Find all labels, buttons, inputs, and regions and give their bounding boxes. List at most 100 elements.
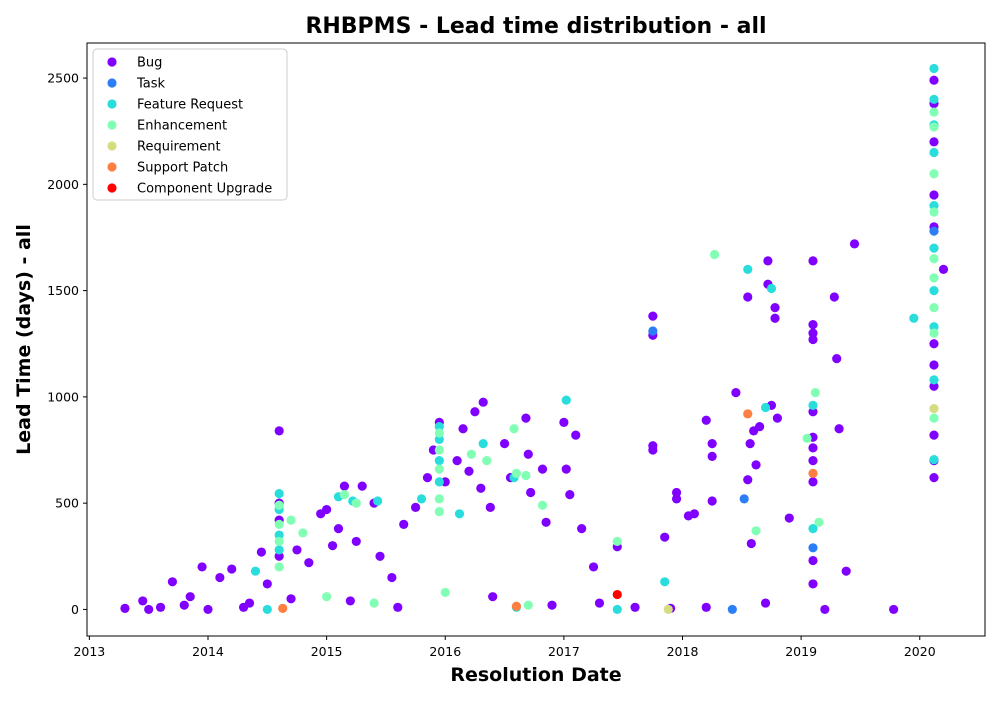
data-point bbox=[743, 292, 753, 302]
data-point bbox=[238, 602, 249, 612]
x-tick-label: 2017 bbox=[548, 644, 580, 659]
data-point bbox=[387, 572, 397, 583]
x-tick-label: 2019 bbox=[785, 644, 817, 659]
data-point bbox=[509, 424, 519, 434]
data-point bbox=[808, 328, 818, 338]
data-point bbox=[772, 413, 783, 423]
data-point bbox=[393, 602, 403, 612]
data-point bbox=[155, 602, 166, 612]
data-point bbox=[810, 388, 820, 398]
data-point bbox=[476, 483, 486, 493]
data-point bbox=[929, 243, 939, 253]
data-point bbox=[286, 594, 296, 604]
plot-frame bbox=[86, 42, 986, 637]
data-point bbox=[938, 264, 949, 274]
data-point bbox=[808, 407, 818, 417]
data-point bbox=[929, 286, 939, 296]
data-point bbox=[763, 256, 773, 266]
data-point bbox=[929, 63, 939, 74]
data-point bbox=[351, 536, 361, 547]
data-point bbox=[707, 496, 717, 506]
data-point bbox=[357, 481, 367, 491]
data-point bbox=[434, 428, 444, 438]
data-point bbox=[929, 273, 939, 283]
legend-label: Requirement bbox=[137, 140, 221, 155]
data-point bbox=[262, 604, 272, 615]
data-point bbox=[660, 577, 670, 587]
y-tick-label: 2000 bbox=[47, 177, 79, 192]
data-point bbox=[434, 477, 444, 487]
data-point bbox=[808, 443, 818, 453]
data-point bbox=[612, 589, 622, 600]
data-point bbox=[458, 424, 468, 434]
data-point bbox=[478, 397, 488, 407]
data-point bbox=[440, 587, 450, 598]
data-point bbox=[167, 577, 178, 587]
data-point bbox=[434, 456, 444, 466]
data-point bbox=[179, 600, 189, 610]
data-point bbox=[345, 596, 355, 606]
data-point bbox=[262, 579, 272, 589]
data-point bbox=[488, 592, 498, 602]
data-point bbox=[660, 532, 670, 542]
data-point bbox=[434, 445, 444, 455]
data-point bbox=[327, 541, 338, 551]
data-point bbox=[829, 292, 839, 302]
data-point bbox=[808, 400, 818, 410]
legend-label: Feature Request bbox=[137, 98, 243, 113]
data-point bbox=[929, 201, 939, 211]
data-point bbox=[929, 360, 939, 370]
data-point bbox=[834, 424, 844, 434]
data-point bbox=[452, 456, 462, 466]
legend-marker bbox=[107, 78, 117, 88]
data-point bbox=[521, 413, 531, 423]
data-point bbox=[144, 604, 154, 615]
data-point bbox=[808, 543, 818, 553]
data-point bbox=[743, 264, 753, 274]
data-point bbox=[760, 402, 771, 413]
data-point bbox=[470, 407, 480, 417]
data-point bbox=[727, 604, 737, 615]
data-point bbox=[464, 466, 474, 476]
data-point bbox=[808, 256, 818, 266]
data-point bbox=[743, 475, 753, 485]
data-point bbox=[929, 226, 939, 236]
data-point bbox=[929, 207, 939, 217]
data-point bbox=[537, 500, 548, 510]
data-point bbox=[929, 375, 939, 385]
data-point bbox=[304, 558, 314, 568]
data-point bbox=[250, 566, 261, 576]
data-point bbox=[298, 528, 308, 538]
data-point bbox=[485, 502, 495, 513]
data-point bbox=[434, 494, 444, 504]
data-point bbox=[274, 551, 284, 561]
data-point bbox=[743, 409, 753, 419]
data-point bbox=[482, 456, 492, 466]
data-point bbox=[784, 513, 794, 523]
data-point bbox=[832, 354, 842, 364]
legend-label: Enhancement bbox=[137, 119, 227, 134]
data-point bbox=[375, 551, 385, 561]
y-tick-label: 0 bbox=[71, 602, 79, 617]
data-point bbox=[466, 449, 476, 459]
x-axis-label: Resolution Date bbox=[450, 664, 621, 686]
data-point bbox=[274, 562, 284, 572]
series-2 bbox=[250, 63, 939, 615]
y-tick-label: 2500 bbox=[47, 71, 79, 86]
series-5 bbox=[278, 409, 818, 613]
data-point bbox=[648, 326, 658, 336]
legend-label: Component Upgrade bbox=[137, 182, 272, 197]
x-tick-label: 2016 bbox=[429, 644, 461, 659]
data-point bbox=[929, 75, 939, 85]
data-point bbox=[841, 566, 851, 576]
data-point bbox=[185, 592, 195, 602]
data-point bbox=[274, 530, 284, 540]
data-point bbox=[648, 311, 658, 321]
data-point bbox=[416, 494, 427, 504]
data-point bbox=[521, 470, 531, 481]
data-point bbox=[278, 603, 288, 613]
data-point bbox=[369, 598, 379, 608]
data-point bbox=[547, 600, 557, 610]
